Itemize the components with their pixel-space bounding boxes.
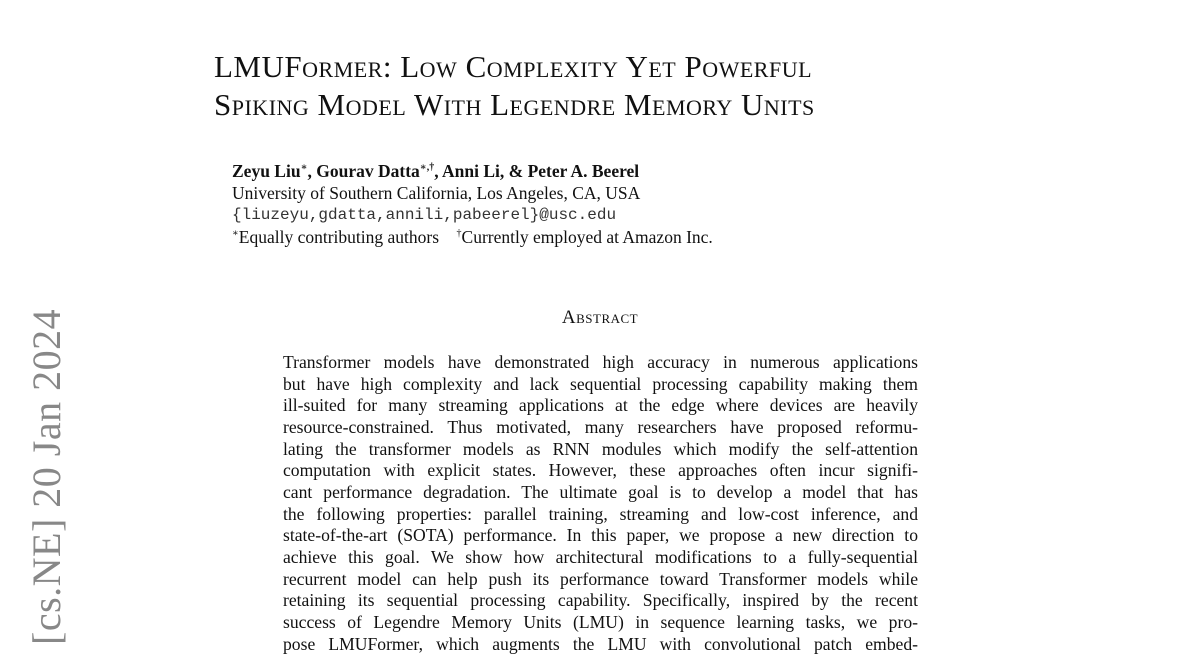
abstract-body: Transformer models have demonstrated hig…: [283, 352, 918, 655]
abstract-line: pose LMUFormer, which augments the LMU w…: [283, 633, 918, 654]
abstract-line: lating the transformer models as RNN mod…: [283, 438, 918, 459]
abstract-heading: Abstract: [561, 307, 639, 328]
abstract-line: resource-constrained. Thus motivated, ma…: [283, 416, 918, 437]
abstract-line: the following properties: parallel train…: [283, 503, 918, 524]
abstract-line: but have high complexity and lack sequen…: [283, 373, 918, 394]
abstract-line: achieve this goal. We show how architect…: [283, 546, 918, 567]
author-names: Zeyu Liu∗, Gourav Datta∗,†, Anni Li, & P…: [232, 161, 640, 181]
abstract-line: success of Legendre Memory Units (LMU) i…: [283, 611, 918, 632]
abstract-line: state-of-the-art (SOTA) performance. In …: [283, 525, 918, 546]
author: Anni Li, & Peter A. Beerel: [442, 161, 640, 181]
abstract-line: ill-suited for many streaming applicatio…: [283, 395, 918, 416]
author-block: Zeyu Liu∗, Gourav Datta∗,†, Anni Li, & P…: [232, 160, 713, 248]
title-line: LMUFormer: Low Complexity Yet Powerful: [214, 49, 813, 84]
author: Gourav Datta: [316, 161, 420, 181]
arxiv-stamp: [cs.NE] 20 Jan 2024: [24, 308, 69, 645]
author: Zeyu Liu: [232, 161, 301, 181]
affiliation: University of Southern California, Los A…: [232, 183, 641, 203]
footnote-marks: ∗Equally contributing authors †Currently…: [232, 227, 713, 247]
abstract-line: retaining its sequential processing capa…: [283, 590, 918, 611]
email: {liuzeyu,gdatta,annili,pabeerel}@usc.edu: [232, 206, 617, 224]
abstract-line: Transformer models have demonstrated hig…: [283, 352, 918, 372]
abstract-line: computation with explicit states. Howeve…: [283, 460, 918, 481]
abstract-line: recurrent model can help push its perfor…: [283, 568, 918, 589]
title-line: Spiking Model With Legendre Memory Units: [214, 87, 815, 122]
abstract-line: cant performance degradation. The ultima…: [283, 481, 918, 502]
paper-title: LMUFormer: Low Complexity Yet Powerful S…: [214, 48, 815, 124]
